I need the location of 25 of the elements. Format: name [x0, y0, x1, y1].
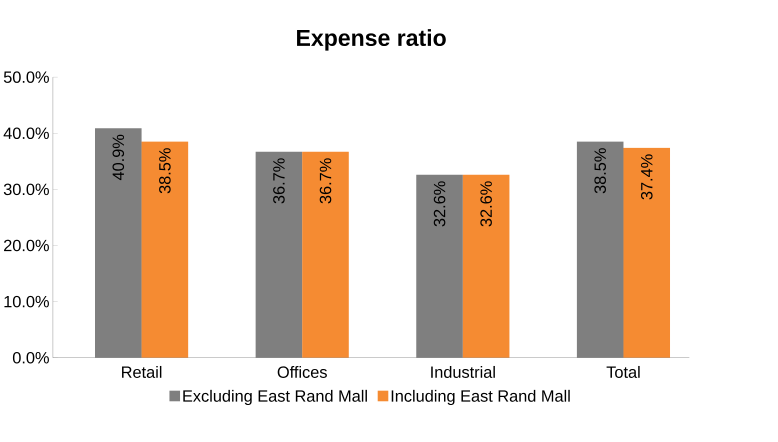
data-label: 36.7% — [320, 158, 332, 204]
y-tick-label: 30.0% — [4, 184, 49, 196]
chart-title: Expense ratio — [297, 29, 446, 51]
legend-label: Excluding East Rand Mall — [183, 390, 367, 406]
bar — [302, 152, 349, 358]
y-tick-label: 20.0% — [4, 240, 49, 252]
legend-label: Including East Rand Mall — [392, 390, 570, 406]
y-tick-label: 0.0% — [12, 352, 49, 364]
bar — [623, 148, 670, 358]
data-label: 38.5% — [159, 148, 171, 194]
y-tick-label: 40.0% — [4, 128, 49, 140]
data-label: 38.5% — [594, 148, 606, 194]
data-label: 32.6% — [480, 182, 492, 227]
data-label: 36.7% — [273, 158, 285, 204]
data-label: 32.6% — [434, 182, 446, 227]
y-tick-label: 10.0% — [4, 296, 49, 308]
x-tick-label: Retail — [122, 366, 162, 378]
bar — [462, 174, 510, 358]
x-tick-label: Offices — [278, 366, 327, 378]
x-tick-label: Total — [606, 366, 640, 378]
data-label: 37.4% — [640, 154, 653, 200]
y-tick-label: 50.0% — [4, 72, 49, 84]
bar — [142, 142, 188, 358]
x-tick-label: Industrial — [431, 366, 495, 378]
data-label: 40.9% — [112, 134, 124, 180]
